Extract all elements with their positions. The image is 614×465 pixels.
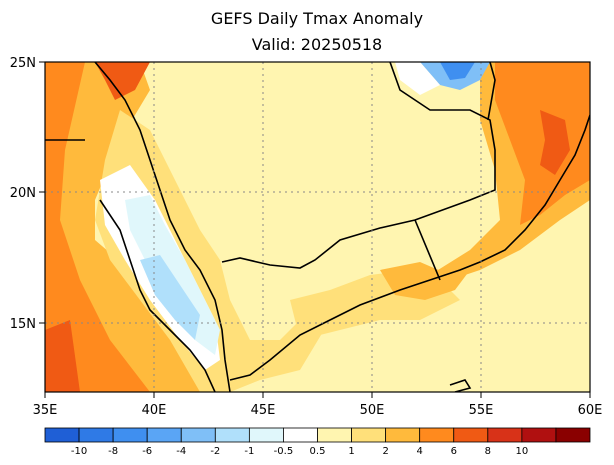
colorbar-label: 8 <box>485 446 491 457</box>
colorbar-label: 6 <box>451 446 457 457</box>
anomaly-cool-cyan-2 <box>140 255 200 340</box>
colorbar-swatch <box>112 427 148 443</box>
lon-tick-label: 55E <box>469 403 494 418</box>
anomaly-north-cool-dark <box>440 62 475 80</box>
lon-tick-label: 35E <box>33 403 58 418</box>
colorbar-label: 2 <box>382 446 388 457</box>
colorbar: -10 -8 -6 -4 -2 -1 -0.5 0.5 1 2 4 6 8 10 <box>44 427 591 457</box>
colorbar-swatch <box>317 427 352 443</box>
anomaly-west-red-2 <box>45 320 80 392</box>
anomaly-west-red <box>95 62 150 100</box>
anomaly-east-deep <box>540 110 570 175</box>
colorbar-swatch <box>555 427 591 443</box>
map-title: GEFS Daily Tmax Anomaly <box>211 9 423 28</box>
colorbar-label: 4 <box>417 446 423 457</box>
colorbar-swatch <box>214 427 250 443</box>
colorbar-label: -6 <box>142 446 152 457</box>
lat-tick-label: 20N <box>10 186 36 201</box>
colorbar-label: 10 <box>516 446 529 457</box>
colorbar-label: -2 <box>210 446 220 457</box>
anomaly-west-orange <box>60 62 230 392</box>
map-panel <box>45 62 590 392</box>
lat-tick-label: 15N <box>10 317 36 332</box>
colorbar-label: -10 <box>71 446 87 457</box>
map-subtitle: Valid: 20250518 <box>252 35 382 54</box>
colorbar-label: -1 <box>244 446 254 457</box>
colorbar-swatch <box>521 427 557 443</box>
colorbar-swatch <box>487 427 523 443</box>
anomaly-north-cool-white <box>395 62 440 95</box>
colorbar-swatch <box>248 427 284 443</box>
colorbar-swatch <box>283 427 318 443</box>
colorbar-swatch <box>44 427 80 443</box>
colorbar-label: -4 <box>176 446 186 457</box>
map-frame <box>44 61 591 393</box>
colorbar-label: 0.5 <box>310 446 326 457</box>
lon-tick-label: 40E <box>142 403 167 418</box>
colorbar-swatch <box>351 427 387 443</box>
lon-tick-label: 60E <box>578 403 603 418</box>
colorbar-swatch <box>453 427 489 443</box>
anomaly-east-red <box>495 62 590 225</box>
gridlines <box>45 62 590 392</box>
coastlines <box>45 62 590 392</box>
colorbar-label: -0.5 <box>274 446 294 457</box>
colorbar-swatch <box>78 427 114 443</box>
colorbar-swatch <box>385 427 421 443</box>
lon-tick-label: 45E <box>251 403 276 418</box>
colorbar-label: -8 <box>108 446 118 457</box>
colorbar-label: 1 <box>348 446 354 457</box>
lat-tick-label: 25N <box>10 56 36 71</box>
axis-ticks <box>39 61 591 398</box>
anomaly-coastal-yellow <box>95 110 330 392</box>
colorbar-swatch <box>180 427 216 443</box>
colorbar-swatch <box>146 427 182 443</box>
colorbar-swatch <box>419 427 455 443</box>
lon-tick-label: 50E <box>360 403 385 418</box>
